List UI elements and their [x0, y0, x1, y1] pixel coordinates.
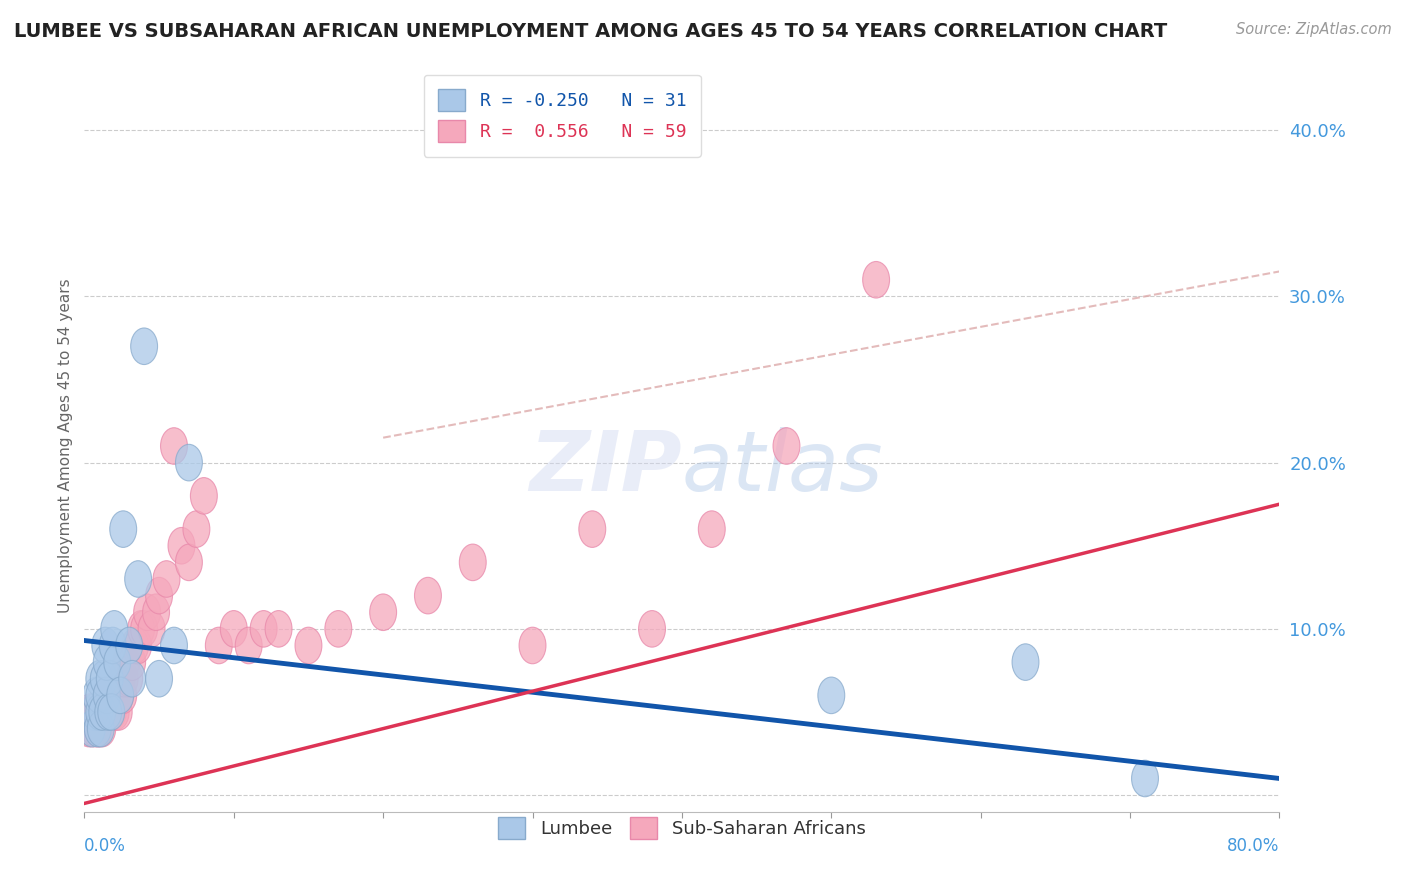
Ellipse shape	[131, 328, 157, 365]
Ellipse shape	[183, 511, 209, 548]
Ellipse shape	[519, 627, 546, 664]
Ellipse shape	[146, 577, 173, 614]
Ellipse shape	[101, 677, 128, 714]
Ellipse shape	[93, 644, 121, 681]
Ellipse shape	[107, 677, 134, 714]
Ellipse shape	[125, 561, 152, 598]
Ellipse shape	[128, 610, 155, 648]
Ellipse shape	[176, 544, 202, 581]
Ellipse shape	[79, 710, 105, 747]
Ellipse shape	[160, 427, 187, 464]
Ellipse shape	[295, 627, 322, 664]
Ellipse shape	[169, 527, 195, 564]
Text: Source: ZipAtlas.com: Source: ZipAtlas.com	[1236, 22, 1392, 37]
Ellipse shape	[82, 694, 108, 731]
Ellipse shape	[325, 610, 352, 648]
Ellipse shape	[84, 710, 111, 747]
Ellipse shape	[101, 610, 128, 648]
Ellipse shape	[93, 677, 121, 714]
Ellipse shape	[104, 644, 131, 681]
Ellipse shape	[76, 710, 103, 747]
Ellipse shape	[460, 544, 486, 581]
Ellipse shape	[86, 710, 112, 747]
Ellipse shape	[96, 660, 124, 697]
Ellipse shape	[89, 694, 115, 731]
Text: atlas: atlas	[682, 427, 883, 508]
Ellipse shape	[131, 610, 157, 648]
Ellipse shape	[110, 677, 136, 714]
Ellipse shape	[1012, 644, 1039, 681]
Ellipse shape	[103, 694, 129, 731]
Ellipse shape	[370, 594, 396, 631]
Text: 0.0%: 0.0%	[84, 837, 127, 855]
Ellipse shape	[87, 694, 114, 731]
Ellipse shape	[100, 627, 127, 664]
Text: 80.0%: 80.0%	[1227, 837, 1279, 855]
Ellipse shape	[105, 694, 132, 731]
Ellipse shape	[89, 710, 115, 747]
Ellipse shape	[77, 694, 104, 731]
Ellipse shape	[98, 694, 125, 731]
Ellipse shape	[818, 677, 845, 714]
Ellipse shape	[91, 627, 118, 664]
Ellipse shape	[100, 694, 127, 731]
Ellipse shape	[107, 677, 134, 714]
Ellipse shape	[96, 694, 124, 731]
Ellipse shape	[863, 261, 890, 298]
Ellipse shape	[146, 660, 173, 697]
Ellipse shape	[235, 627, 262, 664]
Ellipse shape	[112, 644, 139, 681]
Ellipse shape	[160, 627, 187, 664]
Ellipse shape	[86, 677, 112, 714]
Ellipse shape	[221, 610, 247, 648]
Ellipse shape	[1132, 760, 1159, 797]
Ellipse shape	[98, 677, 125, 714]
Text: LUMBEE VS SUBSAHARAN AFRICAN UNEMPLOYMENT AMONG AGES 45 TO 54 YEARS CORRELATION : LUMBEE VS SUBSAHARAN AFRICAN UNEMPLOYMEN…	[14, 22, 1167, 41]
Ellipse shape	[125, 627, 152, 664]
Ellipse shape	[86, 694, 112, 731]
Ellipse shape	[115, 627, 142, 664]
Ellipse shape	[638, 610, 665, 648]
Ellipse shape	[87, 710, 114, 747]
Ellipse shape	[79, 710, 105, 747]
Ellipse shape	[142, 594, 170, 631]
Ellipse shape	[82, 710, 108, 747]
Ellipse shape	[110, 511, 136, 548]
Ellipse shape	[134, 594, 160, 631]
Ellipse shape	[104, 677, 131, 714]
Ellipse shape	[91, 694, 118, 731]
Ellipse shape	[84, 710, 111, 747]
Ellipse shape	[773, 427, 800, 464]
Ellipse shape	[138, 610, 165, 648]
Ellipse shape	[90, 694, 117, 731]
Ellipse shape	[90, 660, 117, 697]
Ellipse shape	[83, 677, 110, 714]
Ellipse shape	[176, 444, 202, 481]
Ellipse shape	[205, 627, 232, 664]
Ellipse shape	[153, 561, 180, 598]
Ellipse shape	[190, 477, 218, 514]
Ellipse shape	[415, 577, 441, 614]
Legend: Lumbee, Sub-Saharan Africans: Lumbee, Sub-Saharan Africans	[491, 810, 873, 847]
Ellipse shape	[93, 677, 121, 714]
Ellipse shape	[86, 694, 112, 731]
Ellipse shape	[579, 511, 606, 548]
Ellipse shape	[266, 610, 292, 648]
Ellipse shape	[699, 511, 725, 548]
Ellipse shape	[115, 660, 142, 697]
Ellipse shape	[250, 610, 277, 648]
Ellipse shape	[86, 660, 112, 697]
Ellipse shape	[94, 694, 122, 731]
Ellipse shape	[118, 644, 146, 681]
Ellipse shape	[122, 627, 149, 664]
Ellipse shape	[83, 694, 110, 731]
Ellipse shape	[111, 660, 138, 697]
Ellipse shape	[80, 694, 107, 731]
Y-axis label: Unemployment Among Ages 45 to 54 years: Unemployment Among Ages 45 to 54 years	[58, 278, 73, 614]
Ellipse shape	[118, 660, 146, 697]
Ellipse shape	[94, 694, 122, 731]
Ellipse shape	[108, 660, 135, 697]
Text: ZIP: ZIP	[529, 427, 682, 508]
